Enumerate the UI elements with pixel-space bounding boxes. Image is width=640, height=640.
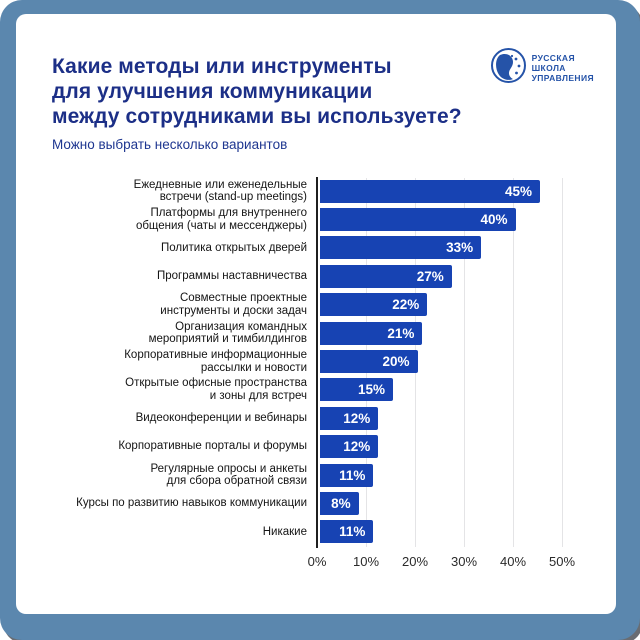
logo-text-line: РУССКАЯ	[531, 53, 575, 63]
bar-track: 15%	[317, 378, 596, 402]
category-label: Открытые офисные пространства и зоны для…	[125, 377, 307, 402]
bar: 45%	[319, 179, 540, 203]
logo-text-line: ШКОЛА	[531, 63, 566, 73]
bar-track: 40%	[317, 208, 596, 232]
category-label: Организация командных мероприятий и тимб…	[148, 320, 307, 346]
bar: 33%	[319, 236, 482, 260]
bar-value-label: 40%	[480, 212, 508, 228]
bar-track: 27%	[317, 264, 596, 288]
x-axis-ticks: 0% 10% 20% 30% 40% 50%	[308, 554, 596, 572]
bar: 11%	[319, 463, 374, 487]
logo-text-line: УПРАВЛЕНИЯ	[531, 73, 594, 83]
chart-row: Ежедневные или еженедельные встречи (sta…	[52, 177, 596, 205]
bar-value-label: 22%	[392, 297, 420, 313]
chart-row: Курсы по развитию навыков коммуникации 8%	[52, 489, 596, 517]
bar-value-label: 12%	[343, 439, 371, 455]
category-label: Политика открытых дверей	[161, 241, 307, 254]
bar-value-label: 11%	[339, 467, 366, 483]
bar-value-label: 27%	[416, 268, 444, 284]
bar-track: 8%	[317, 491, 596, 515]
category-label: Программы наставничества	[156, 270, 307, 283]
bar: 20%	[319, 350, 418, 374]
chart-row: Организация командных мероприятий и тимб…	[52, 319, 596, 347]
category-label: Видеоконференции и вебинары	[135, 412, 307, 425]
bar: 12%	[319, 406, 379, 430]
x-axis-tick-label: 40%	[499, 554, 527, 570]
bar-value-label: 8%	[331, 495, 351, 511]
bar-track: 20%	[317, 350, 596, 374]
title-line: Какие методы или инструменты	[52, 55, 392, 78]
category-label: Совместные проектные инструменты и доски…	[160, 292, 307, 317]
page-title: Какие методы или инструменты для улучшен…	[52, 54, 596, 129]
bar: 11%	[319, 520, 374, 544]
category-label: Корпоративные порталы и форумы	[118, 440, 307, 453]
bar-track: 11%	[317, 520, 596, 544]
chart-row: Регулярные опросы и анкеты для сбора обр…	[52, 461, 596, 489]
bar-value-label: 45%	[504, 183, 532, 199]
bar-value-label: 15%	[357, 382, 385, 398]
bar-track: 12%	[317, 406, 596, 430]
logo-icon	[490, 47, 527, 89]
logo-text: РУССКАЯ ШКОЛА УПРАВЛЕНИЯ	[532, 53, 594, 83]
y-axis-line	[315, 177, 318, 548]
category-label: Никакие	[262, 525, 307, 538]
chart-row: Никакие 11%	[52, 518, 596, 546]
category-label: Регулярные опросы и анкеты для сбора обр…	[150, 462, 308, 488]
chart-row: Корпоративные информационные рассылки и …	[52, 347, 596, 375]
card-content: РУССКАЯ ШКОЛА УПРАВЛЕНИЯ Какие методы ил…	[16, 14, 616, 614]
chart-row: Видеоконференции и вебинары 12%	[52, 404, 596, 432]
bar-value-label: 11%	[339, 524, 366, 540]
infographic-card: РУССКАЯ ШКОЛА УПРАВЛЕНИЯ Какие методы ил…	[16, 14, 616, 614]
category-label: Корпоративные информационные рассылки и …	[124, 349, 307, 374]
bar-value-label: 20%	[382, 354, 410, 370]
bar-track: 22%	[317, 293, 596, 317]
bar-value-label: 33%	[446, 240, 474, 256]
chart-row: Платформы для внутреннего общения (чаты …	[52, 205, 596, 233]
title-line: между сотрудниками вы используете?	[52, 105, 462, 128]
bar: 27%	[319, 264, 452, 288]
bar: 8%	[319, 491, 359, 515]
category-label: Ежедневные или еженедельные встречи (sta…	[133, 178, 307, 204]
page-subtitle: Можно выбрать несколько вариантов	[52, 137, 288, 152]
category-label: Платформы для внутреннего общения (чаты …	[135, 207, 307, 232]
x-axis-tick-label: 50%	[548, 554, 576, 570]
chart-row: Программы наставничества 27%	[52, 262, 596, 290]
title-line: для улучшения коммуникации	[52, 80, 373, 103]
chart-rows: Ежедневные или еженедельные встречи (sta…	[52, 177, 596, 546]
chart-row: Открытые офисные пространства и зоны для…	[52, 376, 596, 404]
x-axis-tick-label: 0%	[307, 554, 327, 570]
chart-row: Корпоративные порталы и форумы 12%	[52, 433, 596, 461]
bar: 21%	[319, 321, 423, 345]
bar-value-label: 21%	[387, 325, 415, 341]
bar-track: 11%	[317, 463, 596, 487]
company-logo: РУССКАЯ ШКОЛА УПРАВЛЕНИЯ	[490, 47, 594, 89]
bar-track: 21%	[317, 321, 596, 345]
x-axis-tick-label: 30%	[450, 554, 478, 570]
bar-value-label: 12%	[343, 410, 371, 426]
bar: 22%	[319, 293, 428, 317]
bar: 40%	[319, 208, 516, 232]
bar: 15%	[319, 378, 393, 402]
bar: 12%	[319, 435, 379, 459]
chart-row: Совместные проектные инструменты и доски…	[52, 291, 596, 319]
x-axis-tick-label: 20%	[401, 554, 429, 570]
category-label: Курсы по развитию навыков коммуникации	[76, 497, 307, 510]
bar-track: 12%	[317, 435, 596, 459]
bar-track: 45%	[317, 179, 596, 203]
x-axis-tick-label: 10%	[352, 554, 380, 570]
bar-chart: Ежедневные или еженедельные встречи (sta…	[52, 177, 596, 572]
bar-track: 33%	[317, 236, 596, 260]
chart-row: Политика открытых дверей 33%	[52, 234, 596, 262]
